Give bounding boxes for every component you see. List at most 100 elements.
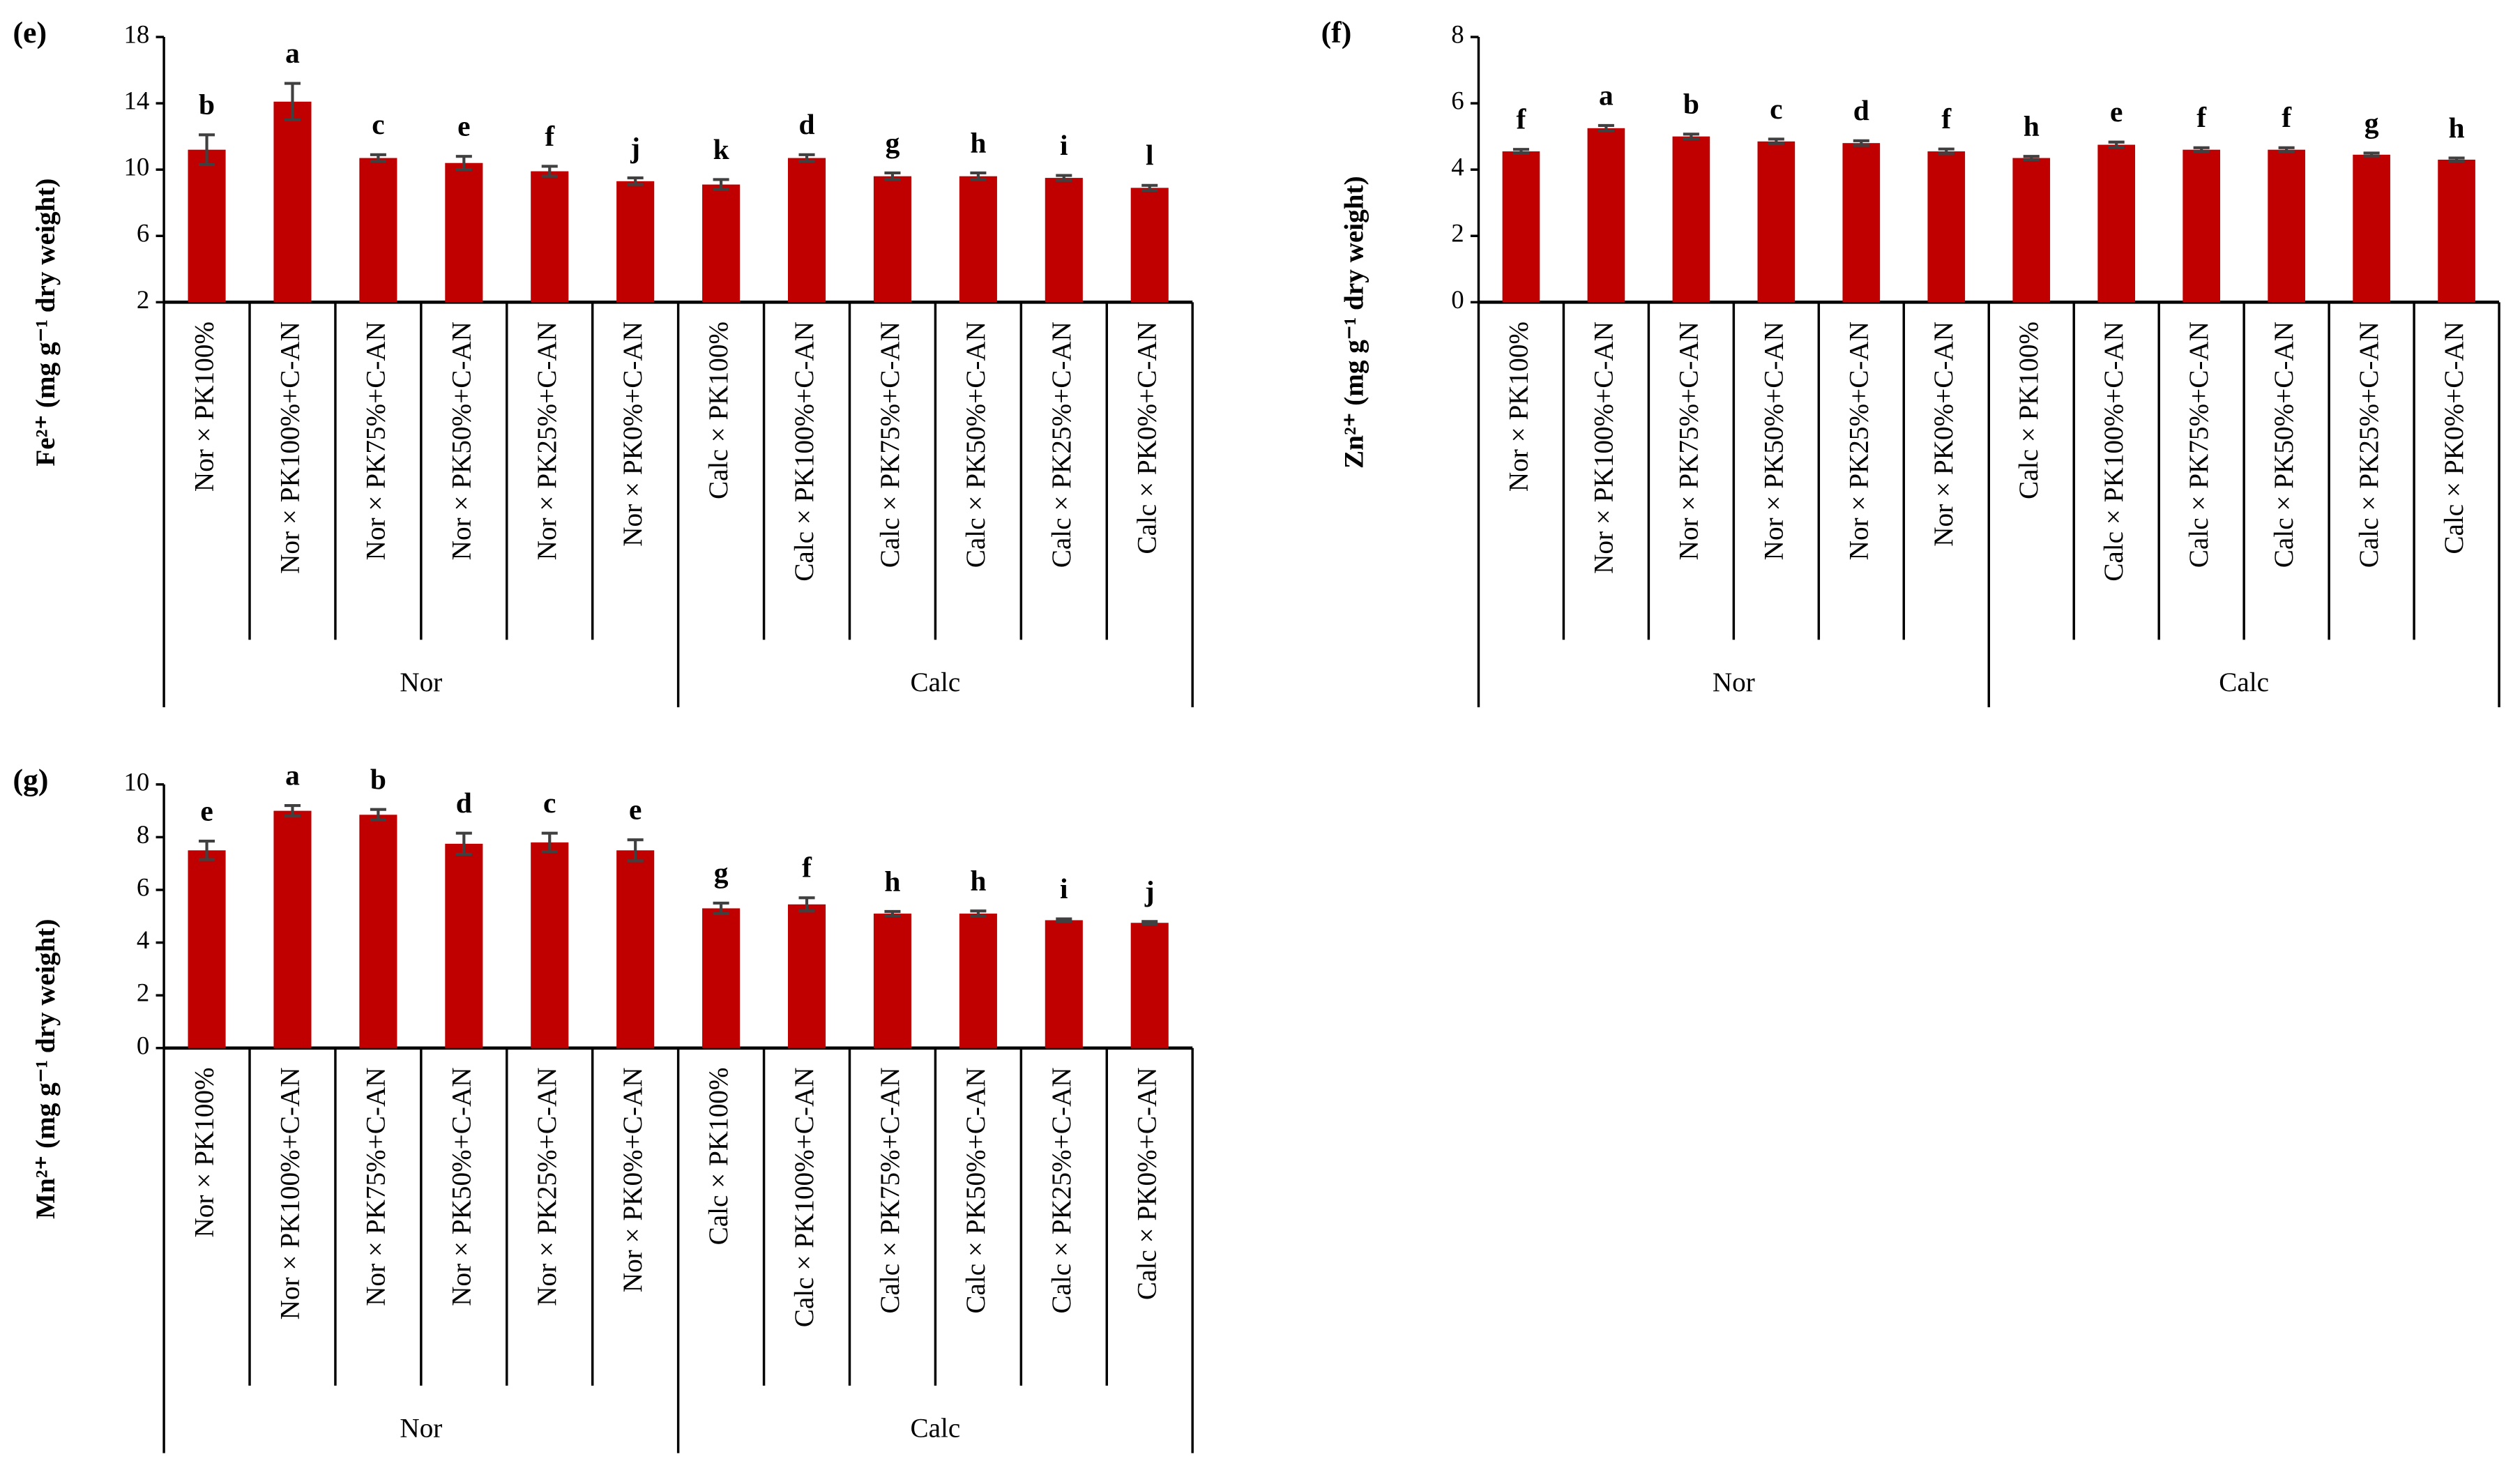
x-tick-label: Nor × PK75%+C-AN — [360, 322, 390, 560]
significance-letter: b — [199, 89, 215, 121]
error-bar — [2108, 140, 2125, 149]
group-label: Nor — [400, 1413, 442, 1443]
y-axis-title: Zn²⁺ (mg g⁻¹ dry weight) — [1339, 176, 1369, 469]
y-tick-label: 6 — [137, 872, 149, 901]
significance-letter: l — [1146, 139, 1154, 171]
significance-letter: e — [200, 794, 213, 826]
group-label: Nor — [1713, 667, 1755, 697]
error-bar — [798, 896, 815, 913]
x-tick-label: Nor × PK25%+C-AN — [1844, 322, 1874, 560]
bar — [1130, 923, 1169, 1048]
x-tick-label: Nor × PK100%+C-AN — [1588, 322, 1618, 574]
x-tick-label: Calc × PK50%+C-AN — [2269, 322, 2299, 568]
error-bar — [627, 838, 644, 863]
panel-label: (g) — [13, 764, 48, 797]
significance-letter: h — [2024, 110, 2040, 142]
x-tick-label: Calc × PK75%+C-AN — [875, 1067, 905, 1313]
error-bar — [1938, 147, 1954, 156]
error-bar — [1056, 174, 1072, 182]
x-tick-label: Nor × PK75%+C-AN — [360, 1067, 390, 1306]
bar — [1842, 143, 1881, 303]
x-tick-label: Nor × PK50%+C-AN — [1759, 322, 1789, 560]
significance-letter: a — [1599, 79, 1614, 111]
error-bar — [1056, 917, 1072, 923]
x-tick-label: Nor × PK100%+C-AN — [275, 1067, 305, 1319]
significance-letter: b — [370, 763, 386, 795]
significance-letter: e — [2110, 96, 2123, 128]
error-bar — [370, 808, 386, 822]
bar — [2438, 159, 2475, 303]
panel-label: (e) — [13, 16, 47, 50]
x-tick-label: Calc × PK0%+C-AN — [1132, 322, 1162, 554]
significance-letter: g — [714, 856, 729, 888]
error-bar — [370, 153, 386, 163]
x-tick-label: Calc × PK100% — [704, 1067, 734, 1245]
error-bar — [970, 171, 987, 181]
significance-letter: f — [1517, 103, 1527, 135]
bar — [1045, 920, 1083, 1048]
x-tick-label: Nor × PK25%+C-AN — [532, 1067, 562, 1306]
bar — [702, 908, 741, 1048]
bar — [873, 914, 912, 1048]
significance-letter: a — [285, 759, 300, 791]
bar — [787, 904, 826, 1048]
significance-letter: g — [886, 126, 900, 158]
x-tick-label: Calc × PK100%+C-AN — [2099, 322, 2129, 582]
significance-letter: e — [457, 110, 470, 142]
bar — [531, 842, 569, 1048]
significance-letter: f — [2196, 101, 2207, 133]
error-bar — [1683, 133, 1699, 141]
significance-letter: j — [630, 131, 640, 163]
group-label: Calc — [911, 667, 961, 697]
significance-letter: h — [2449, 112, 2465, 144]
x-tick-label: Nor × PK100% — [190, 322, 220, 492]
error-bar — [798, 153, 815, 163]
error-bar — [970, 909, 987, 918]
error-bar — [1768, 137, 1784, 146]
error-bar — [284, 82, 301, 121]
x-tick-label: Nor × PK25%+C-AN — [532, 322, 562, 560]
group-label: Calc — [911, 1413, 961, 1443]
x-tick-label: Calc × PK0%+C-AN — [1132, 1067, 1162, 1300]
bar — [188, 850, 226, 1048]
error-bar — [884, 909, 901, 918]
error-bar — [1853, 139, 1869, 147]
error-bar — [455, 831, 472, 856]
x-tick-label: Nor × PK50%+C-AN — [446, 322, 476, 560]
significance-letter: h — [970, 865, 986, 897]
significance-letter: j — [1144, 875, 1155, 907]
x-tick-label: Calc × PK25%+C-AN — [1047, 1067, 1077, 1313]
error-bar — [2023, 155, 2040, 162]
bar — [1672, 136, 1710, 303]
significance-letter: d — [798, 108, 814, 140]
bar — [445, 843, 483, 1048]
bar — [2097, 144, 2136, 303]
x-tick-label: Calc × PK25%+C-AN — [1047, 322, 1077, 568]
bar — [1045, 178, 1083, 303]
x-tick-label: Nor × PK50%+C-AN — [446, 1067, 476, 1306]
x-tick-label: Calc × PK50%+C-AN — [961, 1067, 991, 1313]
significance-letter: c — [543, 787, 556, 819]
error-bar — [2448, 156, 2465, 163]
significance-letter: f — [802, 852, 812, 884]
y-tick-label: 6 — [1451, 86, 1464, 115]
significance-letter: d — [1853, 94, 1869, 126]
error-bar — [1512, 148, 1529, 155]
bar — [273, 810, 312, 1048]
y-tick-label: 0 — [137, 1031, 149, 1059]
bar — [616, 181, 655, 303]
y-tick-label: 14 — [123, 86, 149, 115]
y-axis-title: Mn²⁺ (mg g⁻¹ dry weight) — [31, 919, 61, 1219]
x-tick-label: Calc × PK100% — [704, 322, 734, 499]
panel-label: (f) — [1321, 16, 1352, 50]
error-bar — [199, 839, 215, 861]
significance-letter: f — [2282, 101, 2292, 133]
y-tick-label: 2 — [1451, 219, 1464, 248]
error-bar — [199, 133, 215, 167]
y-tick-label: 2 — [137, 285, 149, 314]
bar — [787, 158, 826, 303]
significance-letter: i — [1060, 129, 1068, 161]
bar — [2012, 158, 2051, 303]
y-tick-label: 8 — [1451, 20, 1464, 49]
bar — [445, 162, 483, 303]
